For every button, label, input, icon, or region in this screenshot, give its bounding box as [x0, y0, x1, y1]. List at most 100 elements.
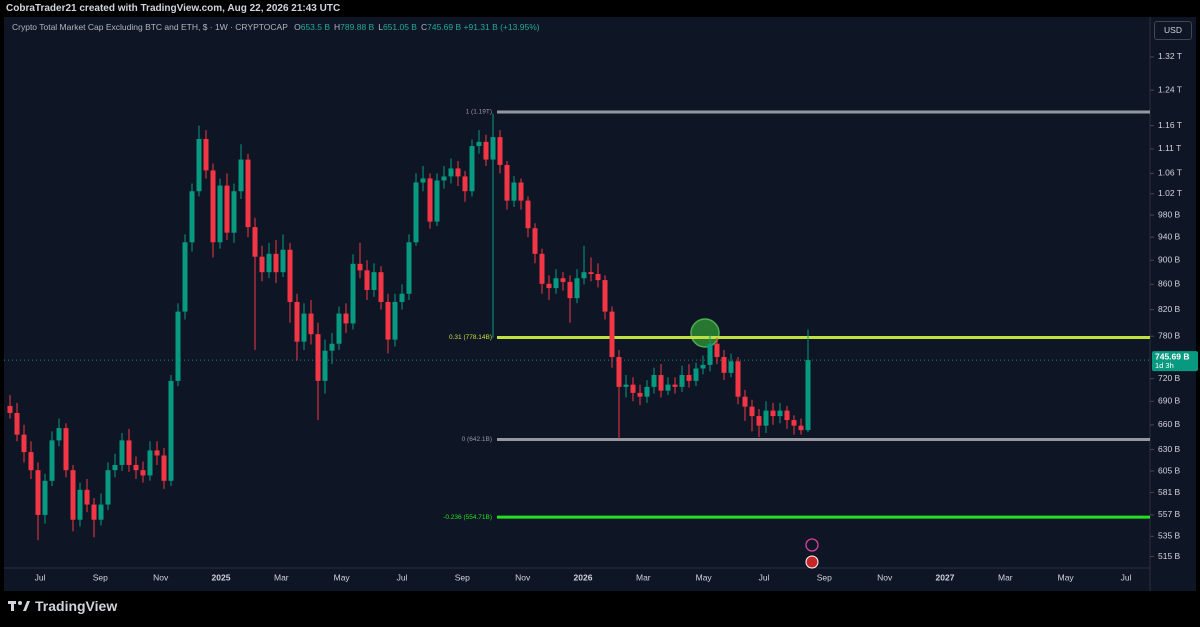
x-tick-label: 2025	[212, 572, 231, 582]
x-tick-label: Sep	[455, 572, 470, 582]
candle-body	[7, 405, 13, 413]
candle-body	[504, 164, 510, 201]
candle-body	[371, 272, 377, 290]
candle-body	[602, 280, 608, 312]
ohlc-value: 653.5 B	[300, 22, 331, 32]
y-tick-label: 1.32 T	[1158, 51, 1182, 61]
symbol-title: Crypto Total Market Cap Excluding BTC an…	[12, 22, 288, 32]
candle-body	[217, 185, 223, 243]
x-tick-label: Jul	[397, 572, 408, 582]
currency-button[interactable]: USD	[1154, 21, 1192, 40]
ohlc-key: C	[420, 22, 428, 32]
candle-body	[574, 278, 580, 299]
event-icon[interactable]	[805, 555, 819, 569]
candle-body	[14, 412, 20, 435]
x-tick-label: Sep	[93, 572, 108, 582]
candle-body	[336, 313, 342, 344]
level-label: 0 (642.1B)	[462, 436, 492, 443]
candle-body	[399, 293, 405, 302]
price-change: +91.31 B (+13.95%)	[463, 22, 540, 32]
y-tick-label: 1.16 T	[1158, 120, 1182, 130]
candle-body	[455, 168, 461, 177]
highlight-circle	[690, 318, 720, 348]
candle-body	[343, 313, 349, 324]
candle-body	[686, 375, 692, 381]
candle-body	[637, 392, 643, 397]
candle-body	[28, 452, 34, 471]
ohlc-value: 745.69 B	[427, 22, 462, 32]
attribution: CobraTrader21 created with TradingView.c…	[6, 3, 341, 14]
candle-body	[581, 272, 587, 279]
x-tick-label: Mar	[274, 572, 289, 582]
candle-body	[770, 410, 776, 417]
candle-body	[476, 141, 482, 147]
event-icon[interactable]	[805, 538, 819, 552]
candle-body	[35, 470, 41, 515]
candle-body	[112, 464, 118, 471]
candle-body	[665, 384, 671, 391]
countdown-label: 1d 3h	[1155, 361, 1174, 370]
candle-body	[805, 360, 811, 431]
candle-body	[658, 375, 664, 391]
candle-body	[427, 178, 433, 222]
candle-body	[469, 146, 475, 192]
candle-body	[287, 249, 293, 302]
y-tick-label: 1.06 T	[1158, 168, 1182, 178]
x-tick-label: Nov	[515, 572, 531, 582]
candle-body	[259, 256, 265, 273]
candle-body	[798, 425, 804, 431]
x-tick-label: Jul	[1121, 572, 1132, 582]
candle-body	[763, 410, 769, 426]
candle-body	[77, 489, 83, 520]
candle-body	[126, 440, 132, 465]
candle-body	[63, 428, 69, 471]
y-tick-label: 1.24 T	[1158, 84, 1182, 94]
x-tick-label: May	[696, 572, 713, 582]
candle-body	[616, 357, 622, 387]
candle-body	[693, 368, 699, 381]
candle-body	[644, 386, 650, 397]
y-tick-label: 940 B	[1158, 231, 1181, 241]
y-tick-label: 515 B	[1158, 551, 1181, 561]
ohlc-value: 789.88 B	[340, 22, 375, 32]
brand-icon	[8, 601, 30, 611]
ohlc-key: L	[378, 22, 383, 32]
candle-body	[532, 228, 538, 254]
y-tick-label: 820 B	[1158, 304, 1181, 314]
candle-body	[378, 272, 384, 302]
candle-body	[623, 384, 629, 387]
candle-body	[105, 470, 111, 505]
y-tick-label: 630 B	[1158, 444, 1181, 454]
candle-body	[406, 242, 412, 294]
candle-body	[49, 440, 55, 481]
candle-body	[518, 182, 524, 201]
candle-body	[273, 253, 279, 273]
candle-body	[413, 182, 419, 243]
candle-body	[560, 278, 566, 282]
candle-body	[266, 253, 272, 273]
x-tick-label: May	[1058, 572, 1075, 582]
candle-body	[140, 470, 146, 476]
candle-body	[189, 191, 195, 243]
y-tick-label: 605 B	[1158, 465, 1181, 475]
candle-body	[385, 301, 391, 340]
candle-body	[308, 313, 314, 335]
candle-body	[252, 227, 258, 257]
candle-body	[91, 504, 97, 520]
candle-body	[84, 489, 90, 505]
candle-body	[756, 416, 762, 426]
candle-body	[147, 450, 153, 476]
x-tick-label: Mar	[998, 572, 1013, 582]
y-tick-label: 780 B	[1158, 330, 1181, 340]
candle-body	[434, 180, 440, 222]
candle-body	[714, 343, 720, 358]
candle-body	[483, 141, 489, 160]
candle-body	[595, 273, 601, 281]
brand-name: TradingView	[35, 598, 118, 614]
candle-body	[119, 440, 125, 465]
candle-body	[462, 176, 468, 192]
candle-body	[203, 139, 209, 171]
candle-body	[679, 375, 685, 387]
